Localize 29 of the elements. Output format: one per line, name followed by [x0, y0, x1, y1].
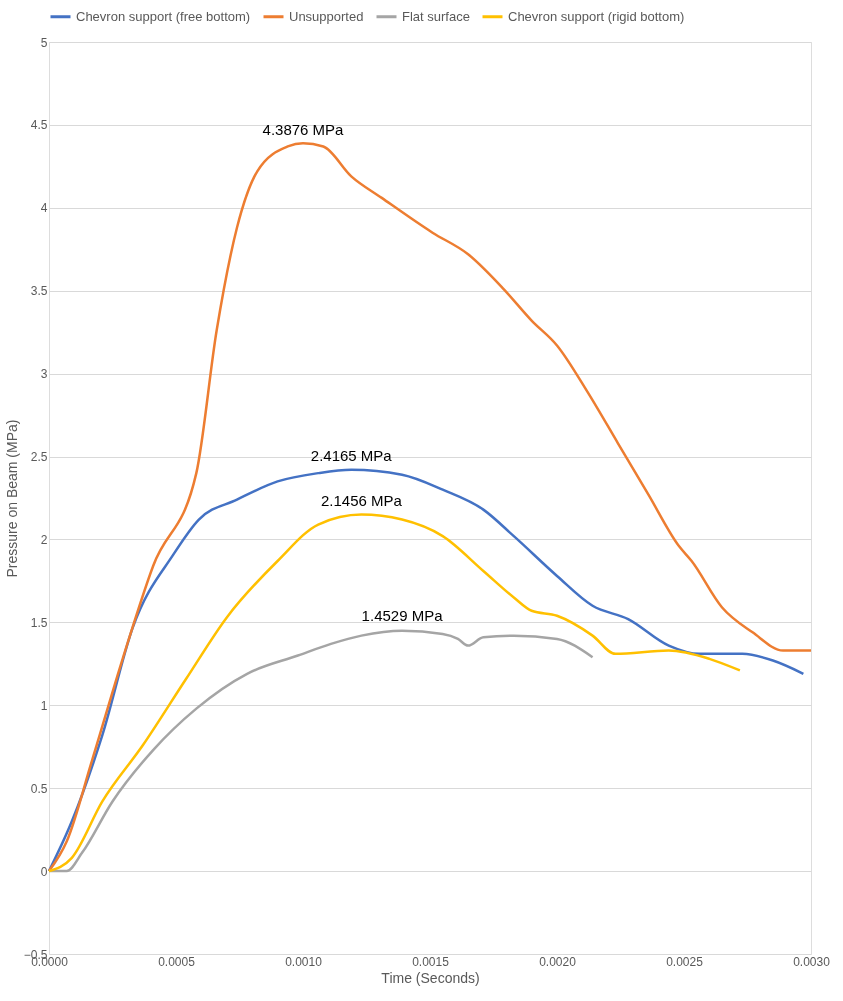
x-tick-label: 0.0015 — [412, 954, 450, 969]
legend-label: Chevron support (free bottom) — [76, 8, 251, 24]
x-tick-label: 0.0020 — [539, 954, 577, 969]
legend-label: Flat surface — [402, 8, 470, 24]
y-tick-label: 3 — [40, 367, 48, 382]
y-tick-label: 4.5 — [30, 118, 48, 133]
x-tick-label: 0.0025 — [666, 954, 704, 969]
legend-label: Chevron support (rigid bottom) — [508, 8, 685, 24]
line-series — [47, 513, 742, 873]
annotation: 2.1456 MPa — [320, 492, 403, 510]
annotation: 1.4529 MPa — [361, 607, 444, 625]
x-tick-label: 0.0010 — [285, 954, 323, 969]
y-tick-label: 0.5 — [30, 781, 48, 796]
y-tick-label: 1 — [40, 698, 48, 713]
annotation: 2.4165 MPa — [310, 447, 393, 465]
y-tick-label: 2.5 — [30, 450, 48, 465]
y-tick-label: 3.5 — [30, 284, 48, 299]
annotation: 4.3876 MPa — [262, 120, 345, 138]
y-axis-title: Pressure on Beam (MPa) — [3, 419, 20, 578]
x-tick-label: 0.0030 — [793, 954, 831, 969]
x-axis-title: Time (Seconds) — [381, 969, 480, 986]
y-tick-label: 2 — [40, 532, 48, 547]
line-series — [47, 141, 813, 873]
y-tick-label: 1.5 — [30, 615, 48, 630]
y-tick-label: 0 — [40, 864, 48, 879]
y-tick-label: 4 — [40, 201, 48, 216]
x-tick-label: 0.0005 — [158, 954, 196, 969]
y-tick-label: 5 — [40, 35, 48, 50]
legend-label: Unsupported — [289, 8, 364, 24]
